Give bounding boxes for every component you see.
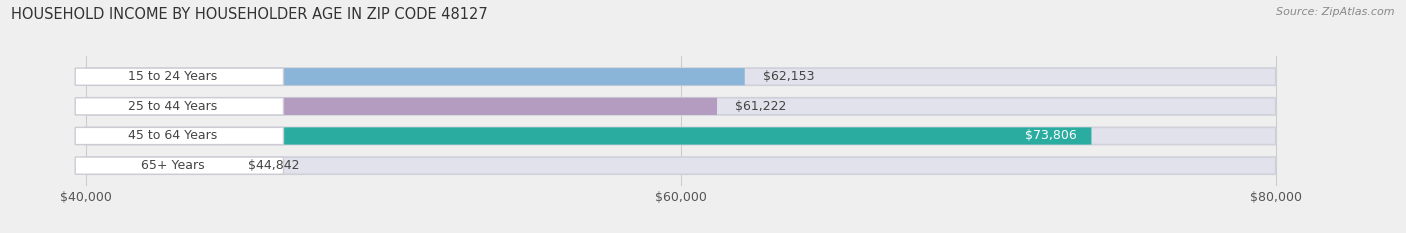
FancyBboxPatch shape bbox=[86, 98, 1275, 115]
Text: $73,806: $73,806 bbox=[1025, 130, 1077, 143]
FancyBboxPatch shape bbox=[86, 157, 229, 174]
Text: $62,153: $62,153 bbox=[762, 70, 814, 83]
Text: $44,842: $44,842 bbox=[247, 159, 299, 172]
FancyBboxPatch shape bbox=[75, 98, 284, 115]
FancyBboxPatch shape bbox=[75, 68, 284, 85]
Text: 15 to 24 Years: 15 to 24 Years bbox=[128, 70, 218, 83]
Text: 65+ Years: 65+ Years bbox=[141, 159, 205, 172]
Text: 45 to 64 Years: 45 to 64 Years bbox=[128, 130, 218, 143]
FancyBboxPatch shape bbox=[86, 98, 717, 115]
FancyBboxPatch shape bbox=[75, 127, 284, 145]
Text: HOUSEHOLD INCOME BY HOUSEHOLDER AGE IN ZIP CODE 48127: HOUSEHOLD INCOME BY HOUSEHOLDER AGE IN Z… bbox=[11, 7, 488, 22]
FancyBboxPatch shape bbox=[75, 157, 284, 174]
FancyBboxPatch shape bbox=[86, 127, 1091, 145]
FancyBboxPatch shape bbox=[86, 68, 745, 85]
Text: 25 to 44 Years: 25 to 44 Years bbox=[128, 100, 218, 113]
Text: Source: ZipAtlas.com: Source: ZipAtlas.com bbox=[1277, 7, 1395, 17]
FancyBboxPatch shape bbox=[86, 68, 1275, 85]
FancyBboxPatch shape bbox=[86, 127, 1275, 145]
Text: $61,222: $61,222 bbox=[735, 100, 786, 113]
FancyBboxPatch shape bbox=[86, 157, 1275, 174]
